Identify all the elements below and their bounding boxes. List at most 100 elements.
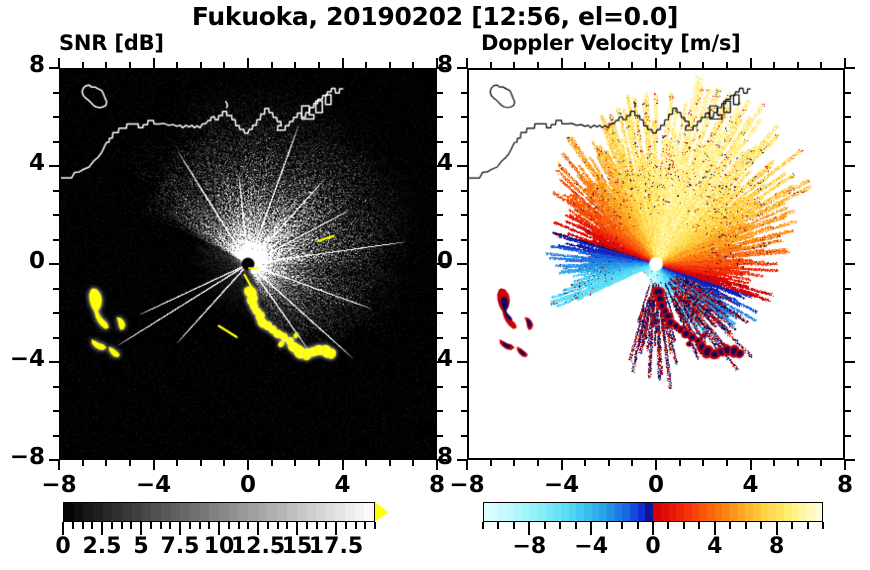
y-axis-tick-label: −4: [417, 346, 453, 372]
colorbar-segment: [622, 503, 631, 521]
colorbar-segment: [267, 503, 278, 521]
plot-area-snr[interactable]: [59, 68, 437, 460]
x-axis-tick-label: 8: [836, 472, 853, 498]
colorbar-segment: [248, 503, 258, 521]
x-tick-minor: [176, 460, 179, 466]
colorbar-minor-tick: [667, 522, 670, 529]
colorbar-minor-tick: [806, 522, 809, 529]
colorbar-minor-tick: [315, 522, 318, 529]
colorbar-segment: [286, 503, 297, 521]
colorbar-major-tick: [652, 522, 654, 535]
y-tick-major: [457, 361, 467, 363]
x-tick-minor-top: [607, 62, 610, 68]
y-tick-minor: [53, 238, 59, 241]
colorbar-segment: [507, 503, 515, 521]
figure-title: Fukuoka, 20190202 [12:56, el=0.0]: [191, 2, 679, 31]
colorbar-over-arrow: [823, 502, 836, 522]
x-tick-major: [436, 460, 438, 470]
colorbar-tick-label: 7.5: [160, 534, 200, 559]
y-axis-tick-label: 4: [436, 150, 453, 176]
colorbar-segment: [676, 503, 684, 521]
y-tick-minor-right: [845, 336, 851, 339]
x-tick-minor-top: [489, 62, 492, 68]
x-tick-minor: [513, 460, 516, 466]
x-tick-major-top: [247, 58, 249, 68]
x-tick-major: [58, 460, 60, 470]
colorbar-major-tick: [528, 522, 531, 535]
plot-area-doppler[interactable]: [467, 68, 845, 460]
colorbar-segment: [745, 503, 754, 521]
colorbar-segment: [141, 503, 152, 521]
y-tick-minor: [461, 434, 467, 437]
colorbar-segment: [354, 503, 365, 521]
x-axis-tick-label: 4: [334, 472, 351, 498]
colorbar-doppler-wrap: [469, 501, 837, 535]
x-tick-minor: [199, 460, 202, 466]
colorbar-minor-tick: [559, 522, 562, 529]
colorbar-minor-tick: [354, 522, 357, 529]
colorbar-segment: [122, 503, 132, 521]
x-tick-minor: [294, 460, 297, 466]
colorbar-snr-wrap: [62, 501, 389, 535]
x-tick-minor: [412, 460, 415, 466]
colorbar-segment: [335, 503, 345, 521]
colorbar-minor-tick: [305, 522, 308, 529]
colorbar-segment: [645, 503, 654, 521]
colorbar-segment: [776, 503, 784, 521]
y-axis-tick-label: 0: [28, 248, 45, 274]
colorbar-minor-tick: [286, 522, 289, 529]
x-tick-minor-top: [773, 62, 776, 68]
y-tick-minor: [53, 140, 59, 143]
colorbar-minor-tick: [159, 522, 162, 529]
colorbar-minor-tick: [71, 522, 74, 529]
colorbar-minor-tick: [188, 522, 191, 529]
x-tick-minor-top: [317, 62, 320, 68]
colorbar-segment: [730, 503, 738, 521]
colorbar-segment: [607, 503, 615, 521]
colorbar-minor-tick: [325, 522, 328, 529]
colorbar-segment: [806, 503, 815, 521]
colorbar-segment: [553, 503, 561, 521]
colorbar-segment: [257, 503, 268, 521]
colorbar-segment: [753, 503, 761, 521]
colorbar-minor-tick: [247, 522, 250, 529]
colorbar-segment: [630, 503, 638, 521]
colorbar-segment: [714, 503, 723, 521]
colorbar-doppler[interactable]: [483, 502, 823, 522]
x-tick-minor: [584, 460, 587, 466]
colorbar-segment: [73, 503, 84, 521]
x-tick-major-top: [655, 58, 657, 68]
x-tick-minor-top: [702, 62, 705, 68]
y-tick-minor: [53, 214, 59, 216]
x-tick-minor-top: [820, 62, 823, 68]
y-tick-minor-right: [845, 189, 851, 192]
colorbar-minor-tick: [482, 522, 484, 529]
y-tick-minor: [53, 385, 59, 388]
colorbar-minor-tick: [512, 522, 515, 529]
y-tick-minor-right: [437, 336, 443, 339]
colorbar-minor-tick: [364, 522, 367, 529]
y-tick-major: [457, 67, 467, 69]
colorbar-tick-label: −4: [574, 534, 609, 559]
x-tick-minor-top: [176, 62, 179, 68]
y-axis-tick-label: −8: [417, 444, 453, 470]
colorbar-minor-tick: [227, 522, 230, 529]
y-tick-minor: [53, 336, 59, 339]
y-tick-minor: [461, 214, 467, 216]
x-tick-major-top: [436, 58, 438, 68]
colorbar-snr[interactable]: [63, 502, 375, 522]
colorbar-segment: [599, 503, 607, 521]
colorbar-segment: [296, 503, 307, 521]
x-tick-minor: [607, 460, 610, 466]
x-tick-minor: [678, 460, 681, 466]
x-tick-minor-top: [365, 62, 368, 68]
y-tick-minor: [461, 312, 467, 314]
colorbar-segment: [522, 503, 531, 521]
x-tick-major-top: [152, 58, 155, 68]
colorbar-segment: [568, 503, 577, 521]
x-tick-minor: [388, 460, 391, 466]
colorbar-minor-tick: [169, 522, 172, 529]
colorbar-segment: [614, 503, 623, 521]
colorbar-segment: [484, 503, 492, 521]
colorbar-segment: [791, 503, 800, 521]
